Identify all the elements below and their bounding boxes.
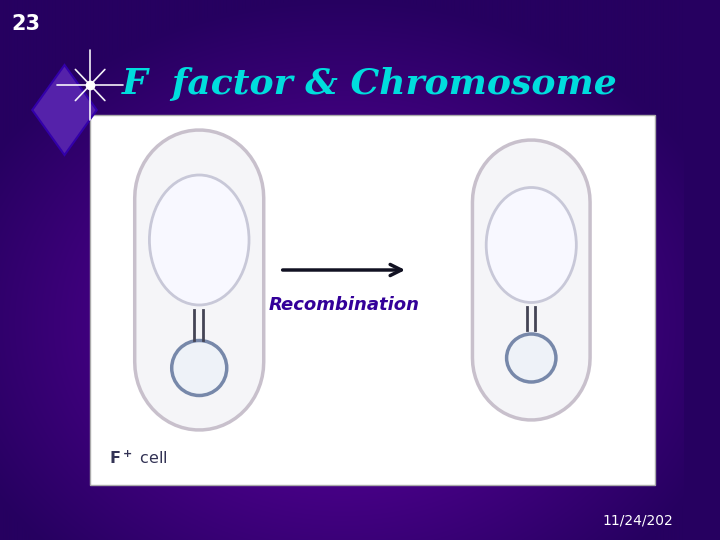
Text: 23: 23: [12, 14, 40, 34]
Ellipse shape: [486, 187, 576, 302]
Text: F  factor & Chromosome: F factor & Chromosome: [122, 67, 617, 101]
PathPatch shape: [135, 130, 264, 430]
Text: 11/24/202: 11/24/202: [603, 514, 674, 528]
Ellipse shape: [507, 334, 556, 382]
Ellipse shape: [150, 175, 249, 305]
Polygon shape: [32, 65, 96, 155]
Ellipse shape: [171, 341, 227, 395]
Text: Recombination: Recombination: [269, 296, 419, 314]
FancyBboxPatch shape: [90, 115, 654, 485]
Text: $\mathbf{F^+}$ cell: $\mathbf{F^+}$ cell: [109, 450, 168, 467]
PathPatch shape: [472, 140, 590, 420]
